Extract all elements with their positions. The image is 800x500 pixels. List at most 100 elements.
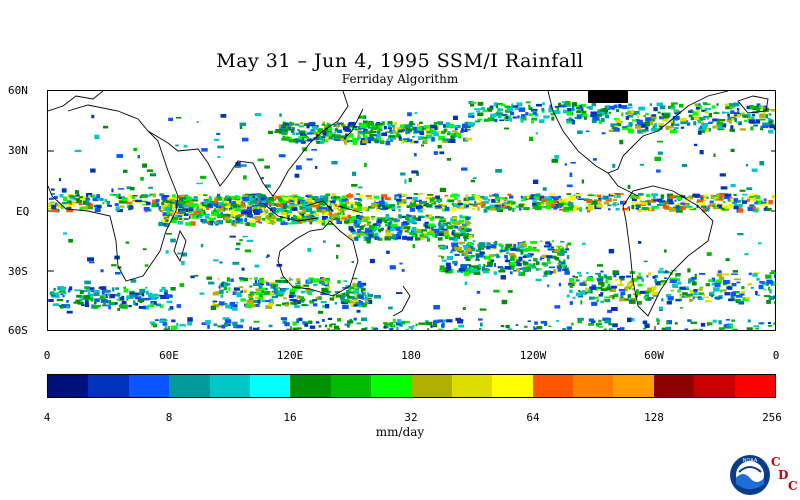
rain-cell (583, 116, 587, 120)
colorbar-tick-64: 64 (526, 411, 540, 424)
rain-cell (84, 303, 90, 307)
rain-cell (611, 105, 615, 110)
rain-cell (142, 297, 150, 301)
rain-cell (102, 202, 105, 204)
rain-cell (627, 184, 631, 189)
rain-cell (368, 225, 375, 230)
rain-cell (149, 193, 156, 196)
rain-cell (670, 129, 677, 134)
rain-cell (406, 236, 414, 241)
rain-cell (520, 116, 527, 121)
rain-cell (213, 303, 220, 308)
rain-cell (712, 206, 719, 210)
rain-cell (336, 244, 340, 248)
rain-cell (300, 296, 305, 300)
rain-cell (454, 220, 461, 226)
rain-cell (325, 279, 330, 284)
rain-cell (402, 221, 410, 225)
rain-cell (666, 125, 673, 129)
rain-cell (235, 195, 241, 199)
rain-cell (756, 294, 761, 297)
lon-label-0-end: 0 (772, 349, 780, 362)
rain-cell (158, 206, 163, 211)
rain-cell (600, 111, 605, 114)
rain-cell (658, 200, 666, 203)
rain-cell (493, 289, 500, 293)
rain-cell (252, 327, 260, 330)
rain-cell (703, 197, 707, 201)
rain-cell (381, 132, 387, 137)
rain-cell (493, 271, 498, 275)
rain-cell (548, 243, 552, 247)
rain-cell (595, 272, 601, 275)
rain-cell (562, 198, 569, 203)
rain-cell (311, 126, 318, 129)
rain-cell (478, 195, 485, 200)
rain-cell (641, 123, 646, 128)
rain-cell (389, 220, 393, 224)
rain-cell (327, 132, 332, 137)
rain-cell (523, 266, 530, 270)
rain-cell (656, 319, 660, 322)
rain-cell (569, 172, 573, 177)
rain-cell (417, 193, 424, 195)
rain-cell (207, 217, 214, 222)
rain-cell (730, 110, 735, 114)
rain-cell (265, 184, 271, 188)
rain-cell (656, 198, 662, 202)
rain-cell (77, 301, 84, 305)
rain-cell (260, 200, 267, 203)
rain-cell (453, 203, 460, 208)
rain-cell (283, 122, 288, 125)
rain-cell (369, 133, 374, 138)
rain-cell (533, 246, 537, 249)
rain-cell (439, 232, 444, 237)
rain-cell (327, 223, 334, 225)
rain-cell (625, 116, 629, 120)
rain-cell (766, 279, 773, 285)
rain-cell (398, 229, 403, 234)
rain-cell (614, 193, 617, 197)
rain-cell (638, 301, 642, 305)
rain-cell (411, 170, 419, 174)
rain-cell (60, 305, 64, 309)
rain-cell (509, 195, 514, 199)
rain-cell (266, 254, 270, 257)
rain-cell (633, 196, 640, 199)
rain-cell (323, 207, 327, 211)
rain-cell (115, 287, 119, 290)
rain-cell (315, 206, 320, 210)
rain-cell (384, 219, 388, 224)
rain-cell (386, 138, 390, 141)
rain-cell (246, 299, 254, 305)
rain-cell (219, 201, 223, 206)
rain-cell (498, 207, 505, 210)
rain-cell (522, 255, 527, 258)
rain-cell (510, 202, 513, 207)
rain-cell (166, 300, 173, 303)
rain-cell (389, 328, 394, 330)
rainfall-map (47, 90, 776, 331)
rain-cell (725, 193, 732, 197)
rain-cell (750, 126, 754, 131)
rain-cell (708, 122, 713, 124)
rain-cell (273, 285, 276, 290)
rain-cell (253, 293, 258, 295)
rain-cell (257, 219, 261, 222)
rain-cell (399, 262, 403, 265)
rain-cell (352, 277, 358, 280)
rain-cell (316, 140, 322, 144)
rain-cell (716, 103, 719, 106)
rain-cell (554, 255, 557, 260)
rain-cell (401, 223, 407, 225)
rain-cell (551, 158, 559, 163)
rain-cell (509, 206, 513, 211)
rain-cell (69, 195, 75, 198)
rain-cell (289, 278, 293, 281)
rain-cell (767, 322, 771, 324)
rain-cell (258, 197, 262, 201)
rain-cell (253, 283, 260, 286)
rain-cell (374, 232, 379, 237)
rain-cell (608, 194, 614, 197)
rain-cell (533, 327, 537, 330)
